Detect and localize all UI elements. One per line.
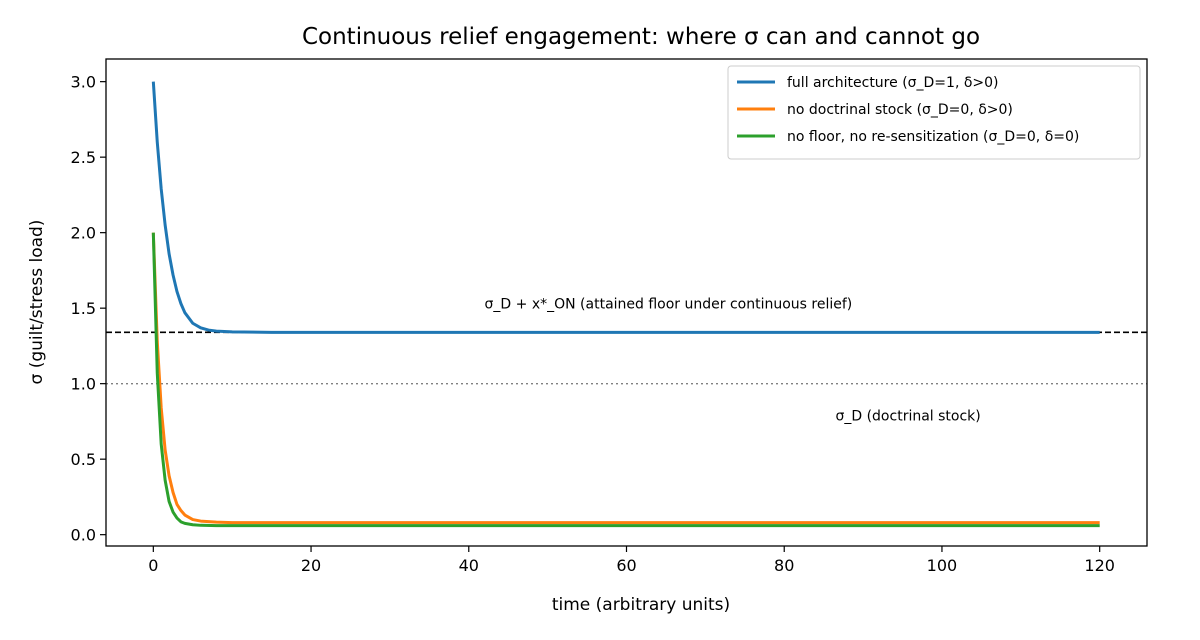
legend-label-1: full architecture (σ_D=1, δ>0) <box>787 75 999 91</box>
y-tick-label: 1.5 <box>71 299 96 318</box>
axis-ticks: 0 20 40 60 80 100 120 0.0 0.5 1.0 1.5 2.0 2.5 3.0 <box>71 73 1115 575</box>
x-tick-label: 120 <box>1084 556 1115 575</box>
chart-title: Continuous relief engagement: where σ ca… <box>302 24 980 50</box>
series-line-1 <box>151 81 1100 334</box>
x-tick-label: 20 <box>301 556 321 575</box>
x-tick-label: 40 <box>459 556 479 575</box>
annotation-1: σ_D + x*_ON (attained floor under contin… <box>485 297 853 313</box>
y-tick-label: 2.5 <box>71 148 96 167</box>
series-line-3 <box>151 232 1100 528</box>
x-axis-label: time (arbitrary units) <box>552 595 730 615</box>
legend-box <box>727 65 1141 160</box>
y-tick-label: 1.0 <box>71 375 96 394</box>
legend-label-2: no doctrinal stock (σ_D=0, δ>0) <box>787 102 1013 118</box>
y-axis-label: σ (guilt/stress load) <box>27 220 47 385</box>
annotation-2: σ_D (doctrinal stock) <box>835 408 980 424</box>
legend-label-3: no floor, no re-sensitization (σ_D=0, δ=… <box>787 129 1079 145</box>
x-tick-label: 80 <box>774 556 794 575</box>
x-tick-label: 0 <box>148 556 158 575</box>
y-tick-label: 0.5 <box>71 450 96 469</box>
plot-area <box>106 81 1147 528</box>
x-tick-label: 60 <box>616 556 636 575</box>
x-tick-label: 100 <box>927 556 958 575</box>
annotations: σ_D + x*_ON (attained floor under contin… <box>485 297 981 425</box>
y-tick-label: 0.0 <box>71 526 96 545</box>
y-tick-label: 2.0 <box>71 224 96 243</box>
series-line-2 <box>151 232 1100 525</box>
legend: full architecture (σ_D=1, δ>0) no doctrin… <box>727 65 1141 160</box>
y-tick-label: 3.0 <box>71 73 96 92</box>
